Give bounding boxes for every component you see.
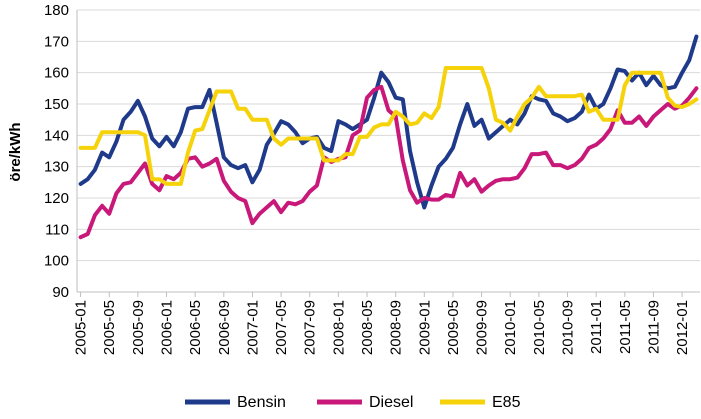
x-tick-label: 2011-01 — [588, 300, 605, 354]
x-tick-label: 2008-09 — [388, 300, 405, 355]
series-line-diesel — [78, 84, 699, 240]
x-tick-label: 2011-05 — [617, 300, 634, 354]
y-axis-title: öre/kWh — [7, 122, 24, 181]
x-tick-label: 2009-01 — [416, 300, 433, 355]
x-tick-label: 2007-09 — [302, 300, 319, 355]
gridlines — [77, 9, 700, 293]
x-tick-label: 2006-01 — [159, 300, 176, 355]
series-line-e85 — [78, 66, 699, 186]
x-axis: 2005-01 2005-05 2005-09 2006-01 2006-05 2006-… — [73, 292, 691, 355]
legend-label: Diesel — [369, 394, 413, 411]
legend-item-bensin: Bensin — [185, 394, 286, 411]
y-tick-label: 130 — [44, 159, 69, 176]
x-tick-label: 2010-09 — [560, 300, 577, 355]
y-tick-label: 170 — [44, 33, 69, 50]
x-tick-label: 2006-09 — [216, 300, 233, 355]
x-tick-label: 2008-05 — [359, 300, 376, 355]
x-tick-label: 2010-01 — [502, 300, 519, 355]
x-tick-label: 2012-01 — [674, 300, 691, 355]
x-tick-label: 2007-05 — [273, 300, 290, 355]
x-tick-label: 2008-01 — [330, 300, 347, 355]
y-tick-label: 140 — [44, 127, 69, 144]
x-tick-label: 2007-01 — [244, 300, 261, 355]
y-tick-label: 110 — [45, 221, 69, 238]
legend-label: Bensin — [237, 394, 286, 411]
x-tick-label: 2009-05 — [445, 300, 462, 355]
x-tick-label: 2006-05 — [187, 300, 204, 355]
y-tick-label: 120 — [44, 190, 69, 207]
legend-item-diesel: Diesel — [317, 394, 413, 411]
y-axis: 90 100 110 120 130 140 150 160 170 180 — [44, 2, 69, 301]
x-tick-label: 2011-09 — [645, 300, 662, 354]
y-tick-label: 160 — [44, 65, 69, 82]
x-tick-label: 2009-09 — [474, 300, 491, 355]
y-tick-label: 100 — [44, 253, 69, 270]
y-tick-label: 90 — [52, 284, 69, 301]
plot-area — [76, 10, 700, 293]
x-tick-label: 2005-01 — [73, 300, 90, 355]
legend-item-e85: E85 — [440, 394, 521, 411]
x-tick-label: 2005-09 — [130, 300, 147, 355]
x-tick-label: 2005-05 — [101, 300, 118, 355]
x-tick-label: 2010-05 — [531, 300, 548, 355]
y-tick-label: 150 — [44, 96, 69, 113]
y-tick-label: 180 — [44, 2, 69, 19]
legend: Bensin Diesel E85 — [185, 394, 521, 411]
series-lines — [78, 34, 699, 240]
legend-label: E85 — [492, 394, 521, 411]
series-line-bensin — [78, 34, 699, 210]
